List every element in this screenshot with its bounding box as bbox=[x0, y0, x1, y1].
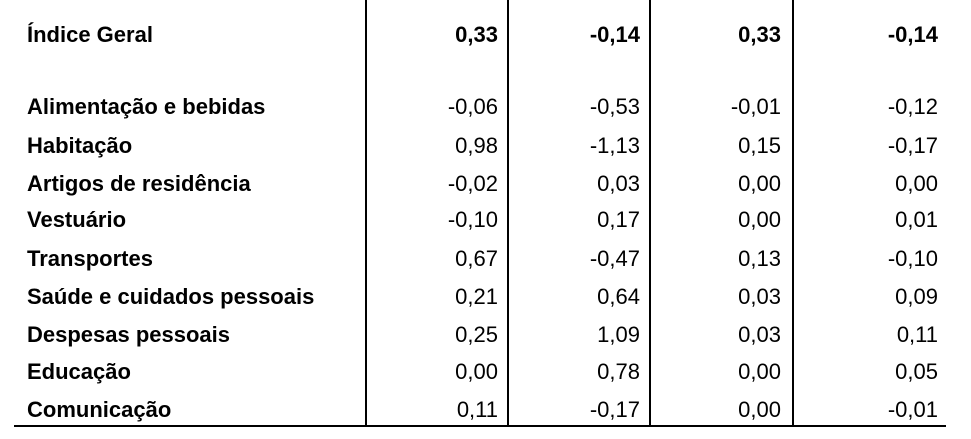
row-label: Comunicação bbox=[27, 397, 172, 422]
column-divider bbox=[507, 0, 509, 427]
row-value: 0,05 bbox=[895, 359, 938, 384]
row-value: 0,17 bbox=[597, 207, 640, 232]
row-label: Alimentação e bebidas bbox=[27, 94, 266, 119]
row-value: -0,10 bbox=[887, 246, 938, 271]
row-value: -0,14 bbox=[589, 22, 640, 47]
row-value: 0,03 bbox=[738, 284, 781, 309]
row-value: 0,78 bbox=[597, 359, 640, 384]
row-value: -0,02 bbox=[447, 171, 498, 196]
row-value: 0,00 bbox=[895, 171, 938, 196]
row-label: Vestuário bbox=[27, 207, 127, 232]
column-divider bbox=[365, 0, 367, 427]
row-value: 0,64 bbox=[597, 284, 640, 309]
row-value: 0,00 bbox=[738, 207, 781, 232]
row-value: -0,01 bbox=[887, 397, 938, 422]
row-value: 0,01 bbox=[895, 207, 938, 232]
row-value: -1,13 bbox=[589, 133, 640, 158]
row-value: 0,13 bbox=[738, 246, 781, 271]
row-value: 0,09 bbox=[895, 284, 938, 309]
row-value: 0,11 bbox=[456, 397, 498, 422]
row-label: Transportes bbox=[27, 246, 153, 271]
row-value: -0,14 bbox=[887, 22, 938, 47]
row-value: -0,47 bbox=[589, 246, 640, 271]
row-value: 0,03 bbox=[738, 322, 781, 347]
row-value: 0,21 bbox=[455, 284, 498, 309]
row-label: Educação bbox=[27, 359, 131, 384]
row-value: 0,98 bbox=[455, 133, 498, 158]
row-value: 0,33 bbox=[455, 22, 498, 47]
row-value: 0,00 bbox=[455, 359, 498, 384]
row-value: 0,33 bbox=[738, 22, 781, 47]
row-value: -0,01 bbox=[730, 94, 781, 119]
row-value: -0,06 bbox=[447, 94, 498, 119]
row-value: 0,03 bbox=[597, 171, 640, 196]
row-value: 0,15 bbox=[738, 133, 781, 158]
row-value: 0,00 bbox=[738, 171, 781, 196]
row-label: Índice Geral bbox=[27, 22, 153, 47]
row-value: 0,11 bbox=[896, 322, 938, 347]
row-value: 0,25 bbox=[455, 322, 498, 347]
row-label: Artigos de residência bbox=[27, 171, 251, 196]
bottom-rule bbox=[14, 425, 946, 427]
row-value: 1,09 bbox=[597, 322, 640, 347]
row-value: -0,17 bbox=[887, 133, 938, 158]
row-value: 0,67 bbox=[455, 246, 498, 271]
row-value: -0,10 bbox=[447, 207, 498, 232]
row-value: -0,53 bbox=[589, 94, 640, 119]
row-value: -0,17 bbox=[589, 397, 640, 422]
column-divider bbox=[649, 0, 651, 427]
row-value: -0,12 bbox=[887, 94, 938, 119]
row-value: 0,00 bbox=[738, 359, 781, 384]
row-label: Despesas pessoais bbox=[27, 322, 231, 347]
row-label: Saúde e cuidados pessoais bbox=[27, 284, 315, 309]
column-divider bbox=[792, 0, 794, 427]
row-value: 0,00 bbox=[738, 397, 781, 422]
row-label: Habitação bbox=[27, 133, 133, 158]
